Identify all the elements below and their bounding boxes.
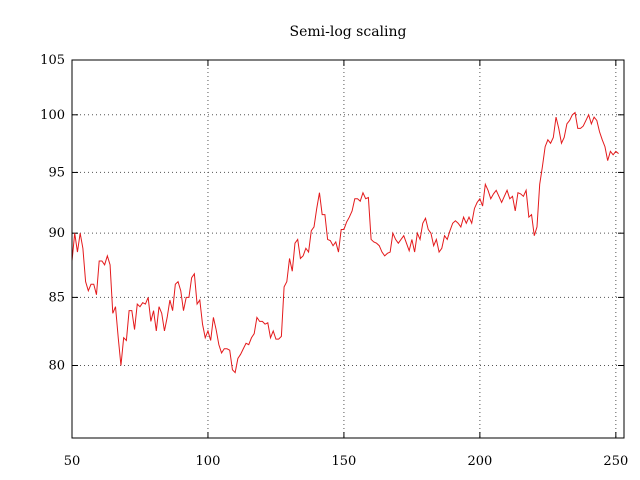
y-tick-label: 95 [48,165,65,180]
x-tick-label: 150 [332,454,357,469]
x-tick-label: 200 [467,454,492,469]
y-tick-label: 105 [40,53,65,68]
y-tick-label: 100 [40,108,65,123]
x-tick-label: 100 [196,454,221,469]
y-tick-label: 85 [48,290,65,305]
plot-frame [71,59,625,439]
chart-title: Semi-log scaling [290,24,407,40]
axis-tick-labels: 50 100 150 200 250 80 85 90 95 100 105 [40,53,628,469]
y-tick-label: 80 [48,358,65,373]
y-tick-label: 90 [48,226,65,241]
series-layer [71,111,619,374]
grid [72,60,624,438]
x-tick-label: 50 [64,454,81,469]
series-line [71,111,619,374]
axis-ticks [71,59,624,438]
x-tick-label: 250 [603,454,628,469]
